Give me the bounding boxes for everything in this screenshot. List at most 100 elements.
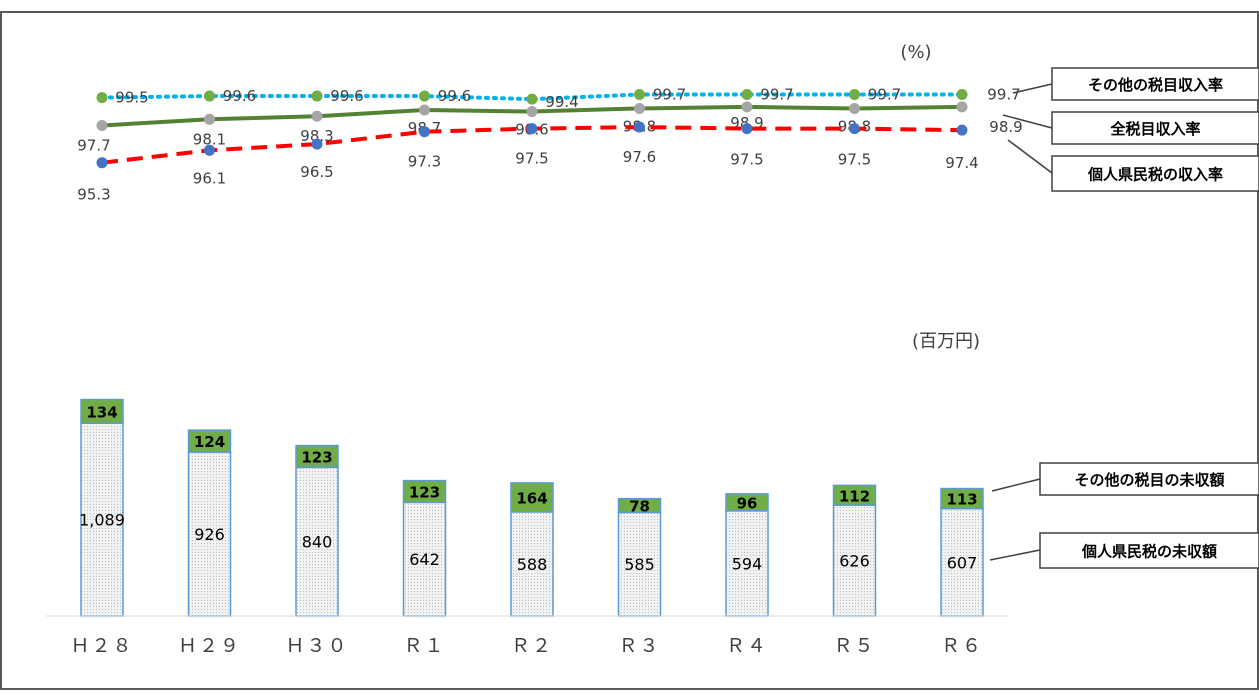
rate-data-label: 96.5 <box>300 163 333 181</box>
bar-other-uncollected <box>940 487 984 510</box>
x-tick-label: Ｒ４ <box>726 635 768 657</box>
rate-point <box>634 102 645 114</box>
bar-individual-uncollected <box>187 451 232 617</box>
bar-other-value-label: 112 <box>839 487 870 505</box>
x-tick-label: Ｈ３０ <box>285 635 348 657</box>
rate-data-label: 99.6 <box>223 87 256 105</box>
rate-point <box>204 144 215 156</box>
bar-individual-value-label: 607 <box>947 553 978 572</box>
bar-other-value-label: 164 <box>516 489 547 507</box>
rate-data-label: 97.7 <box>77 137 110 155</box>
rate-data-label: 99.5 <box>115 89 148 107</box>
rate-data-label: 97.5 <box>515 150 548 168</box>
uncollected-bar-chart: (百万円) 134 1,089 124 926 123 840 123 642 164 588 78… <box>46 331 1008 617</box>
bar-other-uncollected <box>832 484 877 506</box>
rate-point <box>204 113 215 125</box>
legend-leader-line <box>1002 114 1053 129</box>
legend-label: その他の税目収入率 <box>1088 76 1223 94</box>
legend-box <box>1051 111 1259 145</box>
rate-unit-label: (%) <box>900 42 931 63</box>
legend-label: その他の税目の未収額 <box>1074 471 1224 489</box>
rate-point <box>311 90 323 102</box>
bar-individual-value-label: 626 <box>839 552 870 571</box>
bar-other-value-label: 96 <box>737 494 758 512</box>
rate-data-label: 98.9 <box>989 118 1022 136</box>
rate-data-label: 99.6 <box>330 87 363 105</box>
bar-other-value-label: 124 <box>194 433 225 451</box>
x-axis: Ｈ２８ Ｈ２９ Ｈ３０ Ｒ１ Ｒ２ Ｒ３ Ｒ４ Ｒ５ Ｒ６ <box>70 635 983 657</box>
rate-point <box>96 120 108 131</box>
rate-data-label: 97.4 <box>945 154 978 172</box>
bar-other-uncollected <box>617 497 662 514</box>
rate-data-label: 95.3 <box>77 186 110 204</box>
legend-box <box>1039 532 1259 569</box>
rate-data-label: 99.7 <box>987 86 1020 104</box>
x-tick-label: Ｈ２８ <box>70 635 133 657</box>
bar-other-uncollected <box>510 482 554 513</box>
rate-point <box>741 89 753 100</box>
bar-other-uncollected <box>80 398 124 424</box>
bar-other-value-label: 123 <box>301 448 332 466</box>
rate-data-label: 98.3 <box>300 127 333 145</box>
legend-label: 全税目収入率 <box>1109 120 1200 138</box>
legend-label: 個人県民税の未収額 <box>1081 543 1217 561</box>
x-tick-label: Ｒ１ <box>403 635 445 657</box>
x-tick-label: Ｒ６ <box>941 635 983 657</box>
bar-individual-value-label: 642 <box>409 550 440 569</box>
x-tick-label: Ｈ２９ <box>178 635 241 657</box>
rate-point <box>741 123 753 135</box>
bar-individual-value-label: 594 <box>732 554 763 573</box>
x-tick-label: Ｒ５ <box>833 635 875 657</box>
rate-data-label: 97.3 <box>408 153 441 171</box>
rate-point <box>526 106 538 118</box>
legend-leader-line <box>991 478 1041 492</box>
x-tick-label: Ｒ２ <box>511 635 553 657</box>
legend-label: 個人県民税の収入率 <box>1087 166 1223 184</box>
rate-point <box>956 124 968 136</box>
amount-unit-label: (百万円) <box>912 331 980 352</box>
bar-other-value-label: 134 <box>86 403 117 421</box>
bar-other-uncollected <box>187 429 232 453</box>
legend-box <box>1051 155 1259 192</box>
legend-leader-line <box>1007 139 1053 174</box>
rate-point <box>849 123 860 135</box>
bar-other-value-label: 123 <box>409 483 440 501</box>
bar-other-value-label: 113 <box>946 491 977 509</box>
rate-point <box>956 101 968 113</box>
rate-data-label: 99.6 <box>438 87 471 105</box>
bar-other-value-label: 78 <box>629 498 650 516</box>
rate-point <box>419 126 430 138</box>
rate-point <box>419 104 430 116</box>
rate-point <box>419 90 430 102</box>
bar-individual-value-label: 588 <box>517 555 548 574</box>
rate-point <box>311 110 323 122</box>
bar-individual-uncollected <box>402 501 447 617</box>
rate-point <box>204 90 215 102</box>
legend-box <box>1051 67 1259 101</box>
bar-individual-uncollected <box>295 466 339 617</box>
rate-point <box>956 89 968 100</box>
rate-data-label: 99.7 <box>653 86 686 104</box>
rate-point <box>526 93 538 105</box>
rate-data-label: 99.4 <box>545 93 578 111</box>
rate-point <box>96 157 108 169</box>
rate-point <box>849 102 860 114</box>
legend-leader-line <box>1012 83 1053 94</box>
legend-callouts: その他の税目収入率全税目収入率個人県民税の収入率その他の税目の未収額個人県民税の… <box>989 67 1259 569</box>
bar-individual-value-label: 926 <box>194 525 225 544</box>
rate-point <box>526 123 538 135</box>
rate-point <box>634 89 645 100</box>
bar-individual-value-label: 585 <box>624 555 655 574</box>
bar-individual-uncollected <box>80 422 124 617</box>
bar-individual-uncollected <box>832 504 877 617</box>
rate-point <box>311 138 323 150</box>
legend-box <box>1039 462 1259 496</box>
bar-other-uncollected <box>295 444 339 469</box>
bar-other-uncollected <box>725 493 769 512</box>
x-tick-label: Ｒ３ <box>618 635 660 657</box>
rate-data-label: 97.6 <box>623 148 656 166</box>
rate-data-label: 99.7 <box>868 86 901 104</box>
bar-other-uncollected <box>402 479 447 504</box>
rate-data-label: 96.1 <box>193 169 226 187</box>
